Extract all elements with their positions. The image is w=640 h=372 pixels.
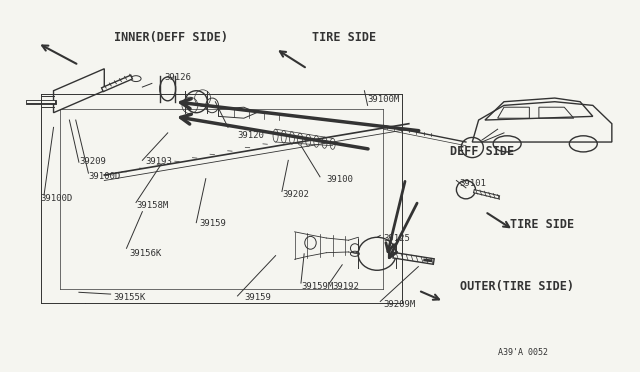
- Text: DEFF SIDE: DEFF SIDE: [450, 145, 514, 158]
- Text: 39126: 39126: [164, 73, 191, 82]
- Text: 39193: 39193: [145, 157, 172, 166]
- Text: 39159: 39159: [244, 293, 271, 302]
- Text: 39159: 39159: [200, 219, 227, 228]
- Text: 39209M: 39209M: [383, 300, 416, 309]
- Text: 39100: 39100: [326, 175, 353, 185]
- Text: 39100D: 39100D: [41, 194, 73, 203]
- Text: 39159M: 39159M: [301, 282, 333, 291]
- Text: 39158M: 39158M: [136, 201, 168, 210]
- Text: OUTER(TIRE SIDE): OUTER(TIRE SIDE): [460, 280, 573, 294]
- Text: 39101: 39101: [460, 179, 486, 188]
- Text: INNER(DEFF SIDE): INNER(DEFF SIDE): [114, 31, 228, 44]
- Text: 39125: 39125: [383, 234, 410, 243]
- Text: 39202: 39202: [282, 190, 309, 199]
- Text: 39120: 39120: [237, 131, 264, 140]
- Text: A39'A 0052: A39'A 0052: [498, 347, 548, 357]
- Text: 39209: 39209: [79, 157, 106, 166]
- Text: 39192: 39192: [333, 282, 360, 291]
- Text: TIRE SIDE: TIRE SIDE: [510, 218, 575, 231]
- Text: 39155K: 39155K: [114, 293, 146, 302]
- Text: 39100M: 39100M: [367, 95, 400, 104]
- Text: TIRE SIDE: TIRE SIDE: [312, 31, 376, 44]
- Text: 39100D: 39100D: [88, 171, 121, 181]
- Text: 39156K: 39156K: [130, 248, 162, 258]
